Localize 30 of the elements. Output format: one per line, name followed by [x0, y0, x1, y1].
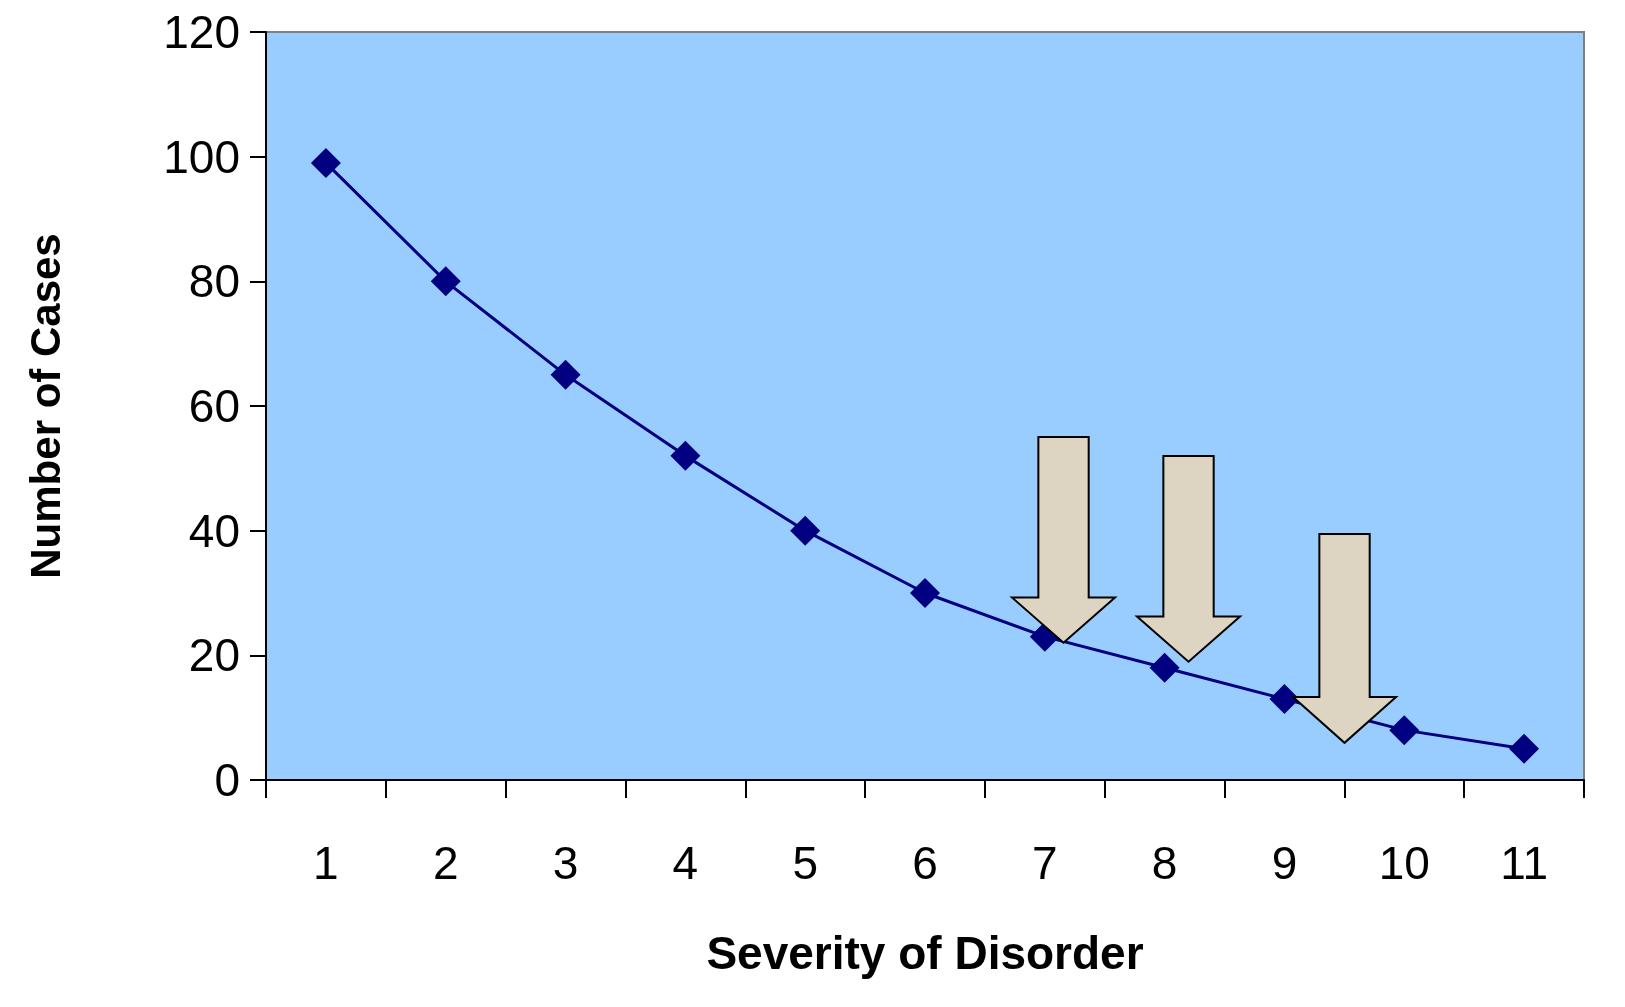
y-axis-title: Number of Cases: [21, 233, 69, 579]
x-tick-label: 6: [912, 837, 938, 889]
point: [550, 359, 581, 390]
x-tick-label: 9: [1271, 837, 1298, 889]
y-tick-label: 60: [188, 380, 240, 432]
x-tick-label: 10: [1378, 837, 1430, 889]
point: [1269, 683, 1300, 714]
x-tick-label: 1: [313, 837, 339, 889]
point: [1149, 652, 1180, 683]
y-tick-label: 0: [214, 754, 240, 806]
point: [310, 147, 341, 178]
x-tick-label: 2: [432, 837, 459, 889]
y-tick-label: 100: [163, 130, 240, 183]
y-tick-label: 40: [188, 504, 240, 557]
x-tick-label: 3: [552, 837, 579, 889]
y-tick-label: 20: [188, 629, 240, 682]
point: [790, 515, 821, 546]
point: [1509, 733, 1540, 764]
x-tick-label: 7: [1032, 837, 1058, 889]
x-tick-label: 5: [792, 837, 818, 889]
x-tick-label: 11: [1500, 837, 1548, 889]
x-axis-title: Severity of Disorder: [706, 927, 1144, 979]
point: [1389, 715, 1420, 746]
y-tick-label: 120: [163, 6, 240, 58]
point: [670, 440, 701, 471]
point: [910, 578, 940, 608]
x-tick-label: 4: [672, 837, 699, 889]
y-tick-label: 80: [188, 255, 240, 308]
point: [430, 266, 461, 297]
x-tick-label: 8: [1151, 837, 1178, 889]
